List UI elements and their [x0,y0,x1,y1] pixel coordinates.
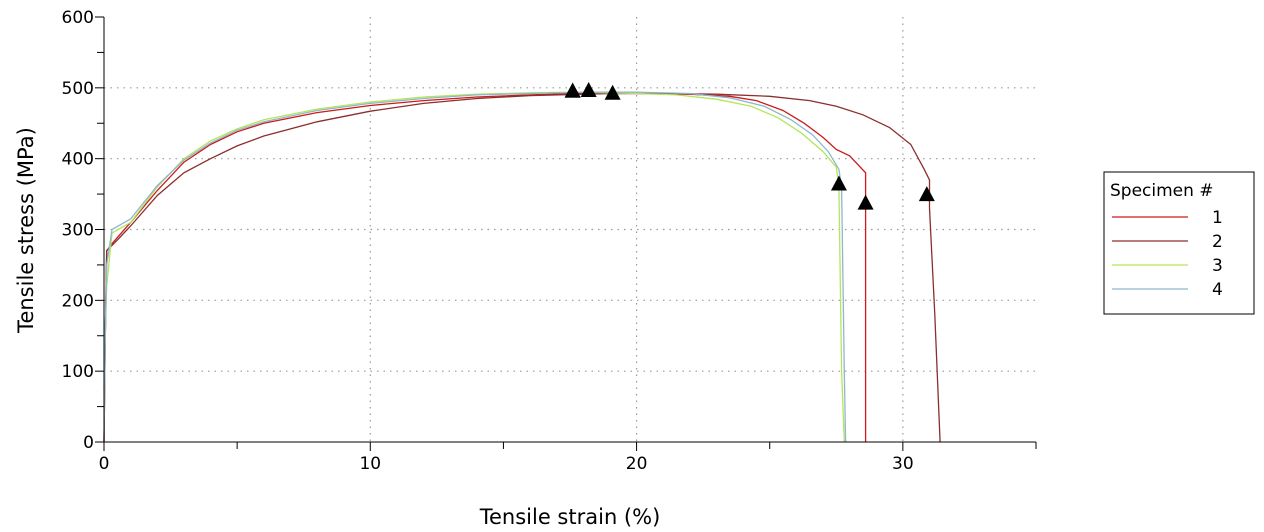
legend-entries: 1 2 3 4 [1112,208,1223,300]
y-tick-label: 500 [62,79,94,99]
y-tick-label: 200 [62,291,94,311]
break-marker-1 [857,194,874,210]
y-axis-title: Tensile stress (MPa) [14,127,38,334]
break-marker-2 [604,84,621,100]
y-tick-label: 300 [62,221,94,241]
legend-box [1103,171,1255,315]
y-tick-label: 100 [62,362,94,382]
x-axis-title: Tensile strain (%) [479,505,661,529]
x-tick-label: 30 [892,454,914,474]
series-line-3 [103,91,845,443]
legend-label-4: 4 [1212,280,1223,300]
legend-label-2: 2 [1212,232,1223,252]
series-line-1 [103,92,867,443]
legend-label-3: 3 [1212,256,1223,276]
legend: Specimen # 1 2 3 4 [1103,171,1255,315]
legend-label-1: 1 [1212,208,1223,228]
legend-title: Specimen # [1110,181,1214,201]
series-line-2 [103,92,941,443]
x-tick-label: 10 [359,454,381,474]
x-tick-label: 0 [99,454,110,474]
break-marker-2 [918,186,935,202]
break-marker-4 [580,81,597,97]
series-line-4 [103,91,847,443]
series-lines [103,91,941,443]
y-tick-label: 0 [83,433,94,453]
break-marker-3 [564,82,581,98]
grid-lines [104,17,1036,442]
y-tick-label: 600 [62,8,94,28]
break-markers [564,81,935,210]
x-tick-label: 20 [626,454,648,474]
y-tick-label: 400 [62,150,94,170]
break-marker-3 [830,175,847,191]
